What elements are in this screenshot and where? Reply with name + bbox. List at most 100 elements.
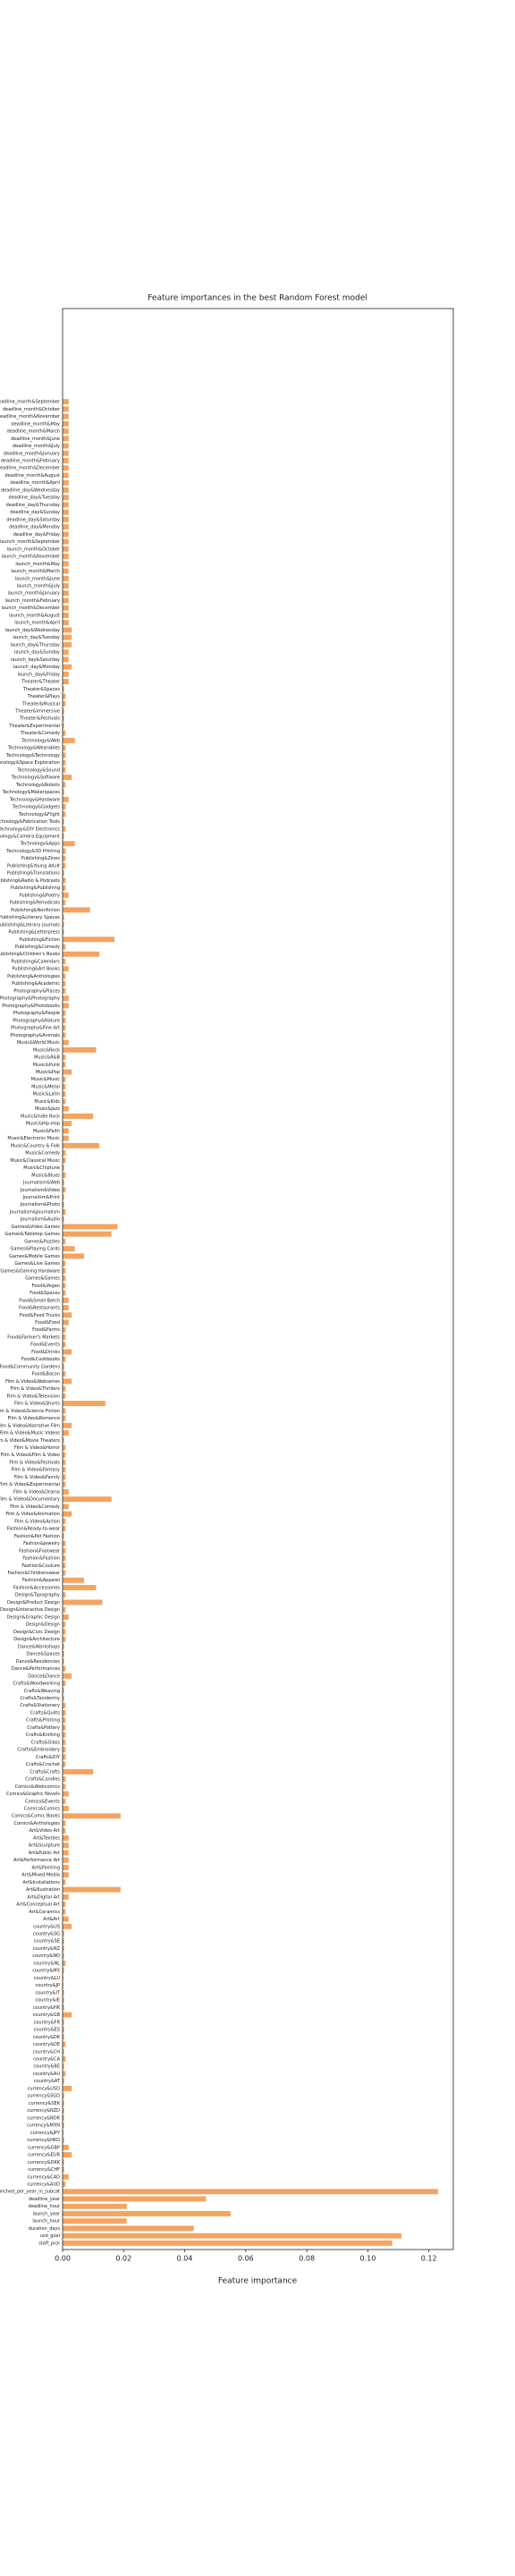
bar <box>63 1267 66 1274</box>
y-tick-label: Fashion&Fashion <box>22 1556 60 1562</box>
x-tick-label: 0.10 <box>360 2255 376 2263</box>
bar <box>63 1864 69 1870</box>
bar <box>63 406 69 412</box>
bar <box>63 649 69 656</box>
bar <box>63 1363 64 1369</box>
bar <box>63 700 66 707</box>
y-tick-label: Dance&Performances <box>12 1666 60 1672</box>
y-tick-label: currency&SGD <box>27 2094 60 2099</box>
y-tick-label: Technology&Apps <box>20 842 61 847</box>
bar <box>63 1319 69 1326</box>
y-tick-label: Food&Cookbooks <box>21 1357 61 1362</box>
y-tick-label: Technology&Web <box>21 738 60 743</box>
bar <box>63 1246 75 1252</box>
bar <box>63 436 69 442</box>
bar <box>63 2240 393 2246</box>
y-tick-label: Food&Spaces <box>30 1291 60 1296</box>
y-tick-label: Art&Performance Art <box>13 1858 60 1863</box>
y-tick-label: currency&EUR <box>28 2153 61 2158</box>
y-tick-label: Publishing&Children's Books <box>0 952 60 957</box>
bar <box>63 671 69 677</box>
y-tick-label: Theater&Plays <box>27 694 61 699</box>
bar <box>63 767 66 773</box>
bar <box>63 1437 64 1444</box>
y-tick-label: currency&MXN <box>27 2123 60 2129</box>
bar <box>63 1194 64 1200</box>
x-tick-label: 0.08 <box>299 2255 315 2263</box>
bar <box>63 1813 121 1819</box>
y-tick-label: deadline_month&December <box>0 466 61 471</box>
bar <box>63 1857 69 1863</box>
bar <box>63 479 69 486</box>
bar <box>63 1180 64 1185</box>
y-tick-label: Dance&Workshops <box>18 1644 60 1649</box>
y-tick-label: Fashion&Footwear <box>19 1548 61 1554</box>
y-tick-label: country&JP <box>35 1983 60 1988</box>
y-tick-label: Technology&Hardware <box>9 797 60 802</box>
y-tick-label: Music&Pop <box>36 1070 60 1075</box>
bar <box>63 1754 66 1760</box>
y-tick-label: Music&Classical Music <box>10 1158 60 1164</box>
y-tick-label: Food&Drinks <box>31 1350 60 1355</box>
bar <box>63 1629 66 1635</box>
bar <box>63 2123 64 2129</box>
y-tick-label: Film & Video&Science Fiction <box>0 1409 60 1414</box>
y-tick-label: Publishing&Letterpress <box>8 930 60 936</box>
bar <box>63 458 69 463</box>
y-tick-label: Photography&Animals <box>10 1033 60 1038</box>
bar <box>63 1526 66 1532</box>
x-tick-label: 0.00 <box>55 2255 71 2263</box>
y-tick-label: Technology&Gadgets <box>12 805 60 810</box>
bar <box>63 1768 94 1775</box>
y-tick-label: Music&Metal <box>31 1084 60 1089</box>
bar <box>63 2063 64 2070</box>
y-tick-label: Publishing&Literary Journals <box>0 922 60 928</box>
bar <box>63 834 64 839</box>
bar <box>63 1886 121 1893</box>
bar <box>63 1408 66 1414</box>
y-tick-label: country&NO <box>32 1953 60 1959</box>
bar <box>63 1739 66 1745</box>
y-tick-label: Publishing&Young Adult <box>7 863 60 869</box>
y-tick-label: Design&Architecture <box>13 1637 60 1642</box>
bar <box>63 2218 127 2224</box>
bar <box>63 723 64 729</box>
bar <box>63 641 72 648</box>
y-tick-label: deadline_month&May <box>12 421 61 427</box>
plot-frame <box>62 308 454 2250</box>
bar <box>63 413 69 419</box>
y-tick-label: Design&Product Design <box>7 1600 60 1606</box>
y-tick-label: country&GB <box>33 2012 61 2018</box>
y-tick-label: Fashion&Jewelry <box>23 1541 60 1546</box>
y-tick-label: Games&Video Games <box>12 1224 61 1230</box>
y-tick-label: Food&Food Trucks <box>20 1313 61 1318</box>
bar <box>63 1445 66 1451</box>
bar <box>63 1335 66 1340</box>
y-tick-label: Art&Video Art <box>30 1828 60 1834</box>
y-tick-label: Technology&Technology <box>5 753 60 758</box>
y-tick-label: deadline_day&Tuesday <box>9 496 60 501</box>
bar <box>63 1312 72 1318</box>
y-tick-label: Food&Farms <box>32 1327 60 1333</box>
y-tick-label: deadline_month&October <box>3 407 61 412</box>
y-tick-label: launch_day&Tuesday <box>13 635 60 640</box>
bar <box>63 465 69 471</box>
bar <box>63 1039 69 1046</box>
bar <box>63 1879 66 1885</box>
bar <box>63 1989 64 1996</box>
bar <box>63 1349 72 1355</box>
bar <box>63 737 75 743</box>
bar <box>63 1843 69 1849</box>
bar <box>63 443 69 449</box>
bar <box>63 877 66 884</box>
bar <box>63 1401 106 1407</box>
bar <box>63 966 69 972</box>
bar <box>63 1216 64 1223</box>
y-tick-label: deadline_month&January <box>4 451 60 456</box>
y-tick-label: Film & Video&Experimental <box>0 1482 60 1487</box>
bar <box>63 1511 72 1517</box>
y-tick-label: Music&Chiptune <box>23 1165 60 1171</box>
bar <box>63 1761 66 1767</box>
y-tick-label: currency&SEK <box>29 2101 61 2106</box>
